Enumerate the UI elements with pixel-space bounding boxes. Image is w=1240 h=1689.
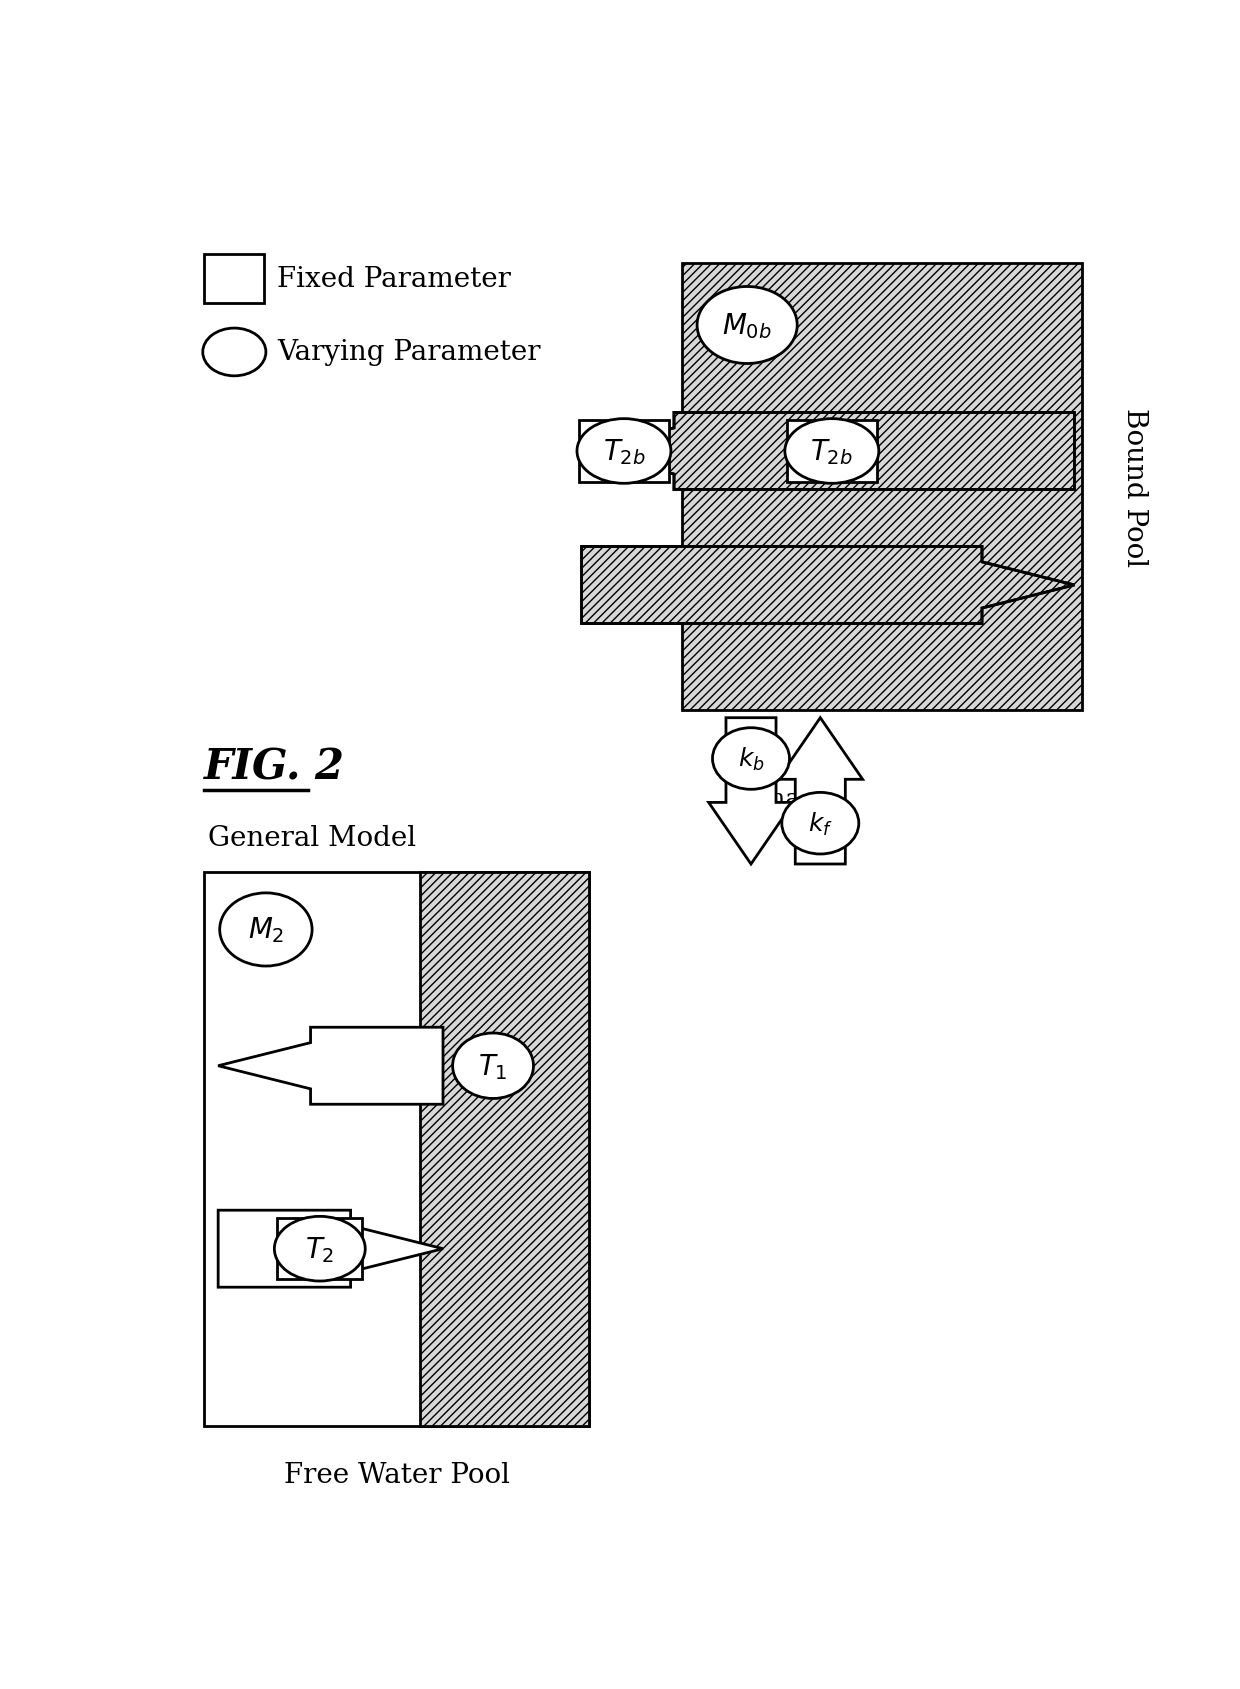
Text: General Model: General Model <box>208 824 417 851</box>
Ellipse shape <box>785 419 879 485</box>
Ellipse shape <box>781 792 859 855</box>
Bar <box>682 263 1083 711</box>
Polygon shape <box>777 718 863 865</box>
Text: $T_2$: $T_2$ <box>305 1235 335 1263</box>
Text: Varying Parameter: Varying Parameter <box>278 339 541 367</box>
Bar <box>420 872 589 1426</box>
Text: $T_1$: $T_1$ <box>479 1051 508 1081</box>
Polygon shape <box>218 1211 443 1287</box>
Text: $M_{0b}$: $M_{0b}$ <box>722 311 773 341</box>
Polygon shape <box>582 414 1074 490</box>
Polygon shape <box>582 547 1074 623</box>
Text: FIG. 2: FIG. 2 <box>205 745 345 787</box>
Ellipse shape <box>219 893 312 966</box>
Text: Free Water Pool: Free Water Pool <box>284 1461 510 1488</box>
Bar <box>278 1218 362 1280</box>
Ellipse shape <box>274 1216 366 1282</box>
Bar <box>787 421 877 483</box>
Ellipse shape <box>577 419 671 485</box>
Polygon shape <box>218 1027 443 1105</box>
Bar <box>420 872 589 1426</box>
Text: $T_{2b}$: $T_{2b}$ <box>811 437 853 466</box>
Text: $k_b$: $k_b$ <box>738 745 764 772</box>
Ellipse shape <box>697 287 797 365</box>
Text: $M_2$: $M_2$ <box>248 915 284 944</box>
Polygon shape <box>708 718 794 865</box>
Ellipse shape <box>453 1034 533 1100</box>
Ellipse shape <box>203 329 265 377</box>
Text: $T_{2b}$: $T_{2b}$ <box>603 437 645 466</box>
Text: Exchange: Exchange <box>723 787 848 811</box>
Bar <box>205 255 264 304</box>
Text: Bound Pool: Bound Pool <box>1121 409 1147 568</box>
Bar <box>579 421 668 483</box>
Bar <box>682 263 1083 711</box>
Bar <box>205 872 589 1426</box>
Text: Fixed Parameter: Fixed Parameter <box>278 267 511 294</box>
Text: $k_f$: $k_f$ <box>808 811 833 838</box>
Ellipse shape <box>713 728 790 790</box>
